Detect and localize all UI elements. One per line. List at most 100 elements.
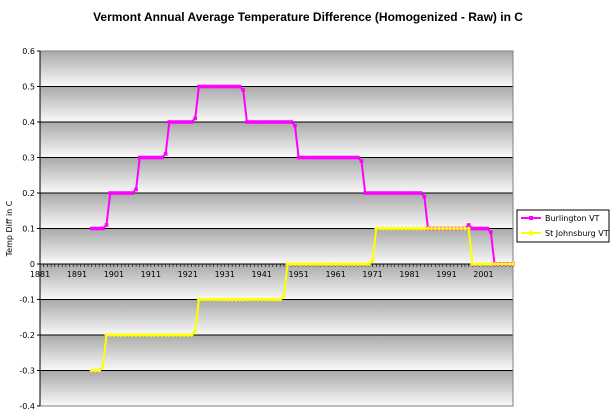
plot-band bbox=[40, 299, 513, 335]
data-point bbox=[473, 261, 479, 267]
x-tick-label: 1891 bbox=[67, 270, 87, 279]
y-tick-label: 0.2 bbox=[22, 189, 35, 198]
data-point bbox=[133, 332, 139, 338]
data-point bbox=[422, 194, 427, 199]
data-point bbox=[248, 297, 253, 302]
data-point bbox=[355, 155, 360, 160]
x-tick-label: 1941 bbox=[252, 270, 272, 279]
data-point bbox=[370, 191, 375, 195]
series-layer bbox=[89, 84, 516, 373]
data-point bbox=[259, 297, 265, 302]
x-tick-label: 1901 bbox=[104, 270, 124, 279]
x-tick-label: 1991 bbox=[436, 270, 456, 279]
plot-band bbox=[40, 193, 513, 229]
y-tick-label: 0.4 bbox=[22, 118, 35, 127]
data-point bbox=[381, 191, 386, 195]
data-point bbox=[418, 226, 423, 231]
x-tick-label: 1971 bbox=[362, 270, 382, 279]
data-point bbox=[344, 155, 349, 160]
data-point bbox=[507, 261, 512, 267]
data-point bbox=[218, 297, 224, 302]
data-point bbox=[341, 155, 345, 160]
data-point bbox=[470, 261, 475, 267]
data-point bbox=[300, 261, 305, 267]
data-point bbox=[130, 191, 135, 195]
data-point bbox=[259, 120, 264, 124]
data-point bbox=[462, 226, 468, 231]
data-point bbox=[107, 332, 113, 338]
data-point bbox=[318, 261, 324, 267]
data-point bbox=[392, 226, 398, 231]
data-point bbox=[234, 84, 238, 89]
data-point bbox=[270, 297, 276, 302]
plot-band bbox=[40, 264, 513, 300]
data-point bbox=[89, 368, 95, 373]
data-point bbox=[333, 261, 338, 267]
data-point bbox=[274, 120, 279, 124]
data-point bbox=[200, 297, 205, 302]
plot-background bbox=[40, 51, 513, 406]
data-point bbox=[418, 191, 423, 195]
data-point bbox=[429, 226, 435, 231]
x-tick-label: 1981 bbox=[399, 270, 419, 279]
data-point bbox=[271, 120, 275, 124]
data-point bbox=[447, 226, 453, 231]
data-point bbox=[163, 332, 168, 338]
data-point bbox=[277, 297, 283, 302]
data-point bbox=[111, 332, 117, 338]
data-point bbox=[403, 226, 409, 231]
data-point bbox=[240, 297, 246, 302]
data-point bbox=[185, 332, 191, 338]
data-point bbox=[296, 261, 301, 267]
data-point bbox=[458, 226, 464, 231]
legend-swatch-burlington-marker bbox=[529, 216, 533, 220]
data-point bbox=[152, 155, 157, 160]
data-point bbox=[200, 84, 205, 89]
data-point bbox=[378, 191, 382, 195]
data-point bbox=[474, 226, 478, 231]
data-point bbox=[115, 332, 120, 338]
data-point bbox=[174, 332, 180, 338]
y-axis-label: Temp Diff in C bbox=[5, 200, 14, 257]
data-point bbox=[178, 120, 183, 124]
data-point bbox=[160, 155, 164, 160]
data-point bbox=[348, 261, 353, 267]
data-point bbox=[289, 120, 294, 124]
data-point bbox=[411, 191, 416, 195]
data-point bbox=[481, 261, 486, 267]
data-point bbox=[255, 297, 261, 302]
y-tick-label: -0.3 bbox=[19, 367, 35, 376]
data-point bbox=[274, 297, 279, 302]
data-point bbox=[93, 226, 98, 231]
data-point bbox=[267, 120, 271, 124]
data-point bbox=[389, 191, 393, 195]
data-point bbox=[126, 191, 131, 195]
data-point bbox=[149, 155, 153, 160]
data-point bbox=[351, 261, 357, 267]
data-point bbox=[366, 261, 372, 267]
data-point bbox=[492, 261, 497, 267]
y-tick-label: -0.4 bbox=[19, 402, 35, 411]
y-tick-label: 0.5 bbox=[22, 83, 35, 92]
data-point bbox=[322, 261, 327, 267]
data-point bbox=[182, 120, 186, 124]
data-point bbox=[396, 226, 401, 231]
data-point bbox=[455, 226, 460, 231]
data-point bbox=[377, 226, 383, 231]
data-point bbox=[414, 226, 420, 231]
data-point bbox=[130, 332, 135, 338]
data-point bbox=[207, 297, 213, 302]
data-point bbox=[97, 226, 101, 231]
data-point bbox=[484, 261, 490, 267]
data-point bbox=[89, 226, 94, 231]
y-axis: 0.6 0.5 0.4 0.3 0.2 0.1 0 -0.1 -0.2 -0.3 -0.4 bbox=[19, 47, 41, 411]
data-point bbox=[252, 120, 257, 124]
data-point bbox=[466, 226, 471, 231]
legend-box bbox=[516, 209, 610, 243]
data-point bbox=[263, 120, 268, 124]
data-point bbox=[311, 155, 316, 160]
data-point bbox=[211, 297, 216, 302]
data-point bbox=[104, 332, 109, 338]
data-point bbox=[337, 155, 342, 160]
data-point bbox=[488, 261, 494, 267]
